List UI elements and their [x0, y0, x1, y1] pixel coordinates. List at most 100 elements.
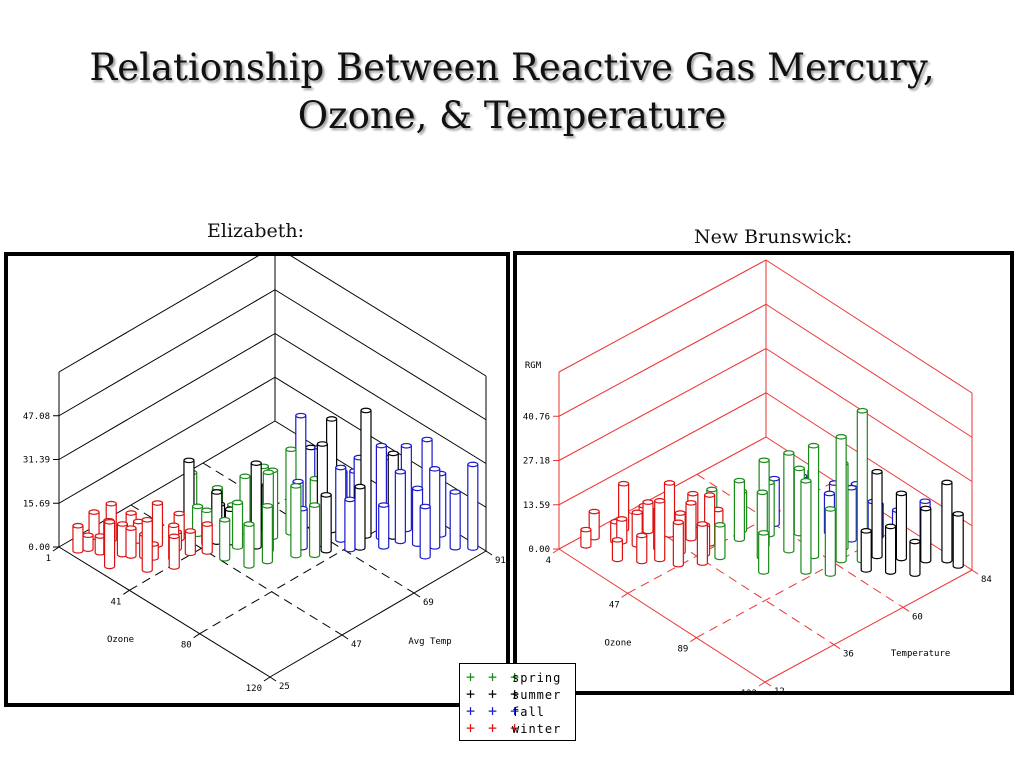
elizabeth-bar-top	[125, 510, 137, 516]
new-brunswick-bar-top	[758, 530, 770, 536]
new-brunswick-wall-line	[765, 259, 973, 394]
new-brunswick-wall-line	[765, 348, 973, 482]
elizabeth-bar-top	[231, 499, 244, 506]
elizabeth-x-tick-label: 1	[46, 554, 51, 564]
legend-label-winter: winter	[512, 722, 562, 736]
elizabeth-bar-body	[72, 525, 84, 554]
slide-title-line-2: Ozone, & Temperature	[297, 94, 727, 137]
elizabeth-bar-top	[449, 489, 461, 495]
new-brunswick-bar-spring	[824, 506, 836, 577]
new-brunswick-bar-spring	[783, 450, 795, 554]
elizabeth-bar-body	[344, 499, 356, 553]
elizabeth-bar-top	[184, 528, 196, 534]
new-brunswick-bars	[580, 407, 964, 577]
new-brunswick-wall-line	[558, 348, 767, 461]
elizabeth-wall-line	[58, 256, 259, 373]
new-brunswick-bar-body	[685, 502, 697, 542]
new-brunswick-bar-body	[952, 513, 964, 569]
elizabeth-bar-top	[467, 461, 479, 468]
elizabeth-bar-fall	[467, 461, 479, 551]
elizabeth-z-axis-label: Avg Temp	[408, 637, 451, 647]
elizabeth-bar-top	[72, 522, 84, 529]
new-brunswick-bar-summer	[952, 511, 964, 569]
new-brunswick-floor-grid	[696, 473, 904, 608]
new-brunswick-bar-top	[884, 523, 897, 530]
legend-marks-winter: + + +	[466, 719, 522, 737]
new-brunswick-bar-top	[704, 492, 716, 498]
new-brunswick-floor-grid	[627, 511, 835, 646]
elizabeth-bar-winter	[168, 533, 180, 570]
elizabeth-bar-body	[151, 503, 164, 548]
new-brunswick-bar-top	[856, 407, 868, 414]
elizabeth-bar-top	[261, 502, 273, 509]
elizabeth-bar-body	[243, 524, 255, 569]
elizabeth-y-tick-label: 15.69	[23, 499, 50, 509]
elizabeth-bar-top	[411, 485, 424, 492]
elizabeth-bar-top	[239, 473, 251, 480]
elizabeth-bar-top	[326, 416, 338, 422]
new-brunswick-wall-line	[765, 303, 973, 438]
new-brunswick-bar-winter	[672, 519, 684, 568]
new-brunswick-wall-line	[558, 303, 767, 417]
new-brunswick-bar-body	[920, 508, 932, 564]
elizabeth-bar-body	[290, 485, 302, 559]
new-brunswick-bar-body	[636, 535, 648, 565]
new-brunswick-bar-body	[783, 452, 795, 554]
new-brunswick-bar-top	[793, 465, 805, 472]
elizabeth-bar-winter	[141, 516, 153, 573]
elizabeth-x-tick	[263, 676, 271, 682]
elizabeth-bar-fall	[378, 502, 390, 550]
new-brunswick-bar-body	[642, 502, 654, 535]
new-brunswick-y-tick-label: 13.59	[523, 501, 550, 511]
new-brunswick-bar-winter	[611, 537, 624, 563]
new-brunswick-bar-top	[860, 528, 872, 534]
new-brunswick-floor-edge	[558, 548, 766, 683]
elizabeth-bar-winter	[184, 528, 196, 557]
elizabeth-bar-body	[308, 505, 321, 559]
new-brunswick-bar-top	[672, 519, 684, 526]
new-brunswick-bar-summer	[941, 479, 953, 564]
elizabeth-bar-top	[173, 510, 185, 517]
elizabeth-bar-spring	[308, 502, 321, 559]
new-brunswick-bar-top	[895, 490, 908, 497]
new-brunswick-bar-top	[687, 490, 699, 497]
elizabeth-bar-top	[429, 466, 441, 472]
legend-item-summer: + + +summer	[466, 685, 561, 703]
elizabeth-wall-line	[58, 289, 276, 417]
new-brunswick-z-tick	[902, 606, 910, 612]
elizabeth-bar-top	[116, 521, 129, 527]
elizabeth-floor-grid	[199, 507, 416, 635]
elizabeth-bar-top	[262, 469, 274, 476]
elizabeth-x-tick	[123, 589, 130, 595]
new-brunswick-bar-spring	[733, 477, 746, 543]
new-brunswick-bar-top	[654, 498, 666, 504]
elizabeth-bar-spring	[261, 502, 273, 565]
elizabeth-bar-top	[219, 516, 231, 523]
elizabeth-z-tick-label: 69	[423, 598, 434, 608]
elizabeth-bar-body	[354, 486, 366, 551]
elizabeth-bar-top	[354, 483, 366, 490]
slide-title-line-1: Relationship Between Reactive Gas Mercur…	[89, 46, 935, 89]
elizabeth-chart-panel: 47.08 31.39 15.69 0.00 1 41 80 120 25 47 69 91 Ozone…	[4, 252, 510, 707]
elizabeth-x-tick-label: 120	[246, 684, 262, 694]
elizabeth-wall-line	[274, 376, 487, 508]
elizabeth-bar-top	[141, 516, 153, 523]
new-brunswick-bar-top	[611, 537, 624, 543]
new-brunswick-wall-line	[765, 392, 973, 527]
new-brunswick-bar-body	[824, 508, 836, 577]
elizabeth-bar-summer	[320, 492, 332, 554]
elizabeth-wall-line	[274, 289, 487, 421]
new-brunswick-x-tick	[552, 548, 560, 554]
elizabeth-floor-edge	[269, 550, 487, 678]
elizabeth-bar-winter	[103, 518, 116, 570]
new-brunswick-z-tick	[833, 644, 841, 650]
new-brunswick-bar-spring	[758, 530, 770, 575]
elizabeth-bar-winter	[151, 500, 164, 548]
new-brunswick-bar-top	[588, 508, 600, 515]
elizabeth-bar-fall	[344, 496, 356, 553]
new-brunswick-z-tick-label: 60	[912, 612, 923, 622]
new-brunswick-bar-body	[895, 493, 908, 562]
new-brunswick-x-axis-label: Ozone	[604, 639, 631, 649]
new-brunswick-x-tick-label: 132	[741, 689, 757, 691]
legend-label-fall: fall	[512, 705, 545, 719]
